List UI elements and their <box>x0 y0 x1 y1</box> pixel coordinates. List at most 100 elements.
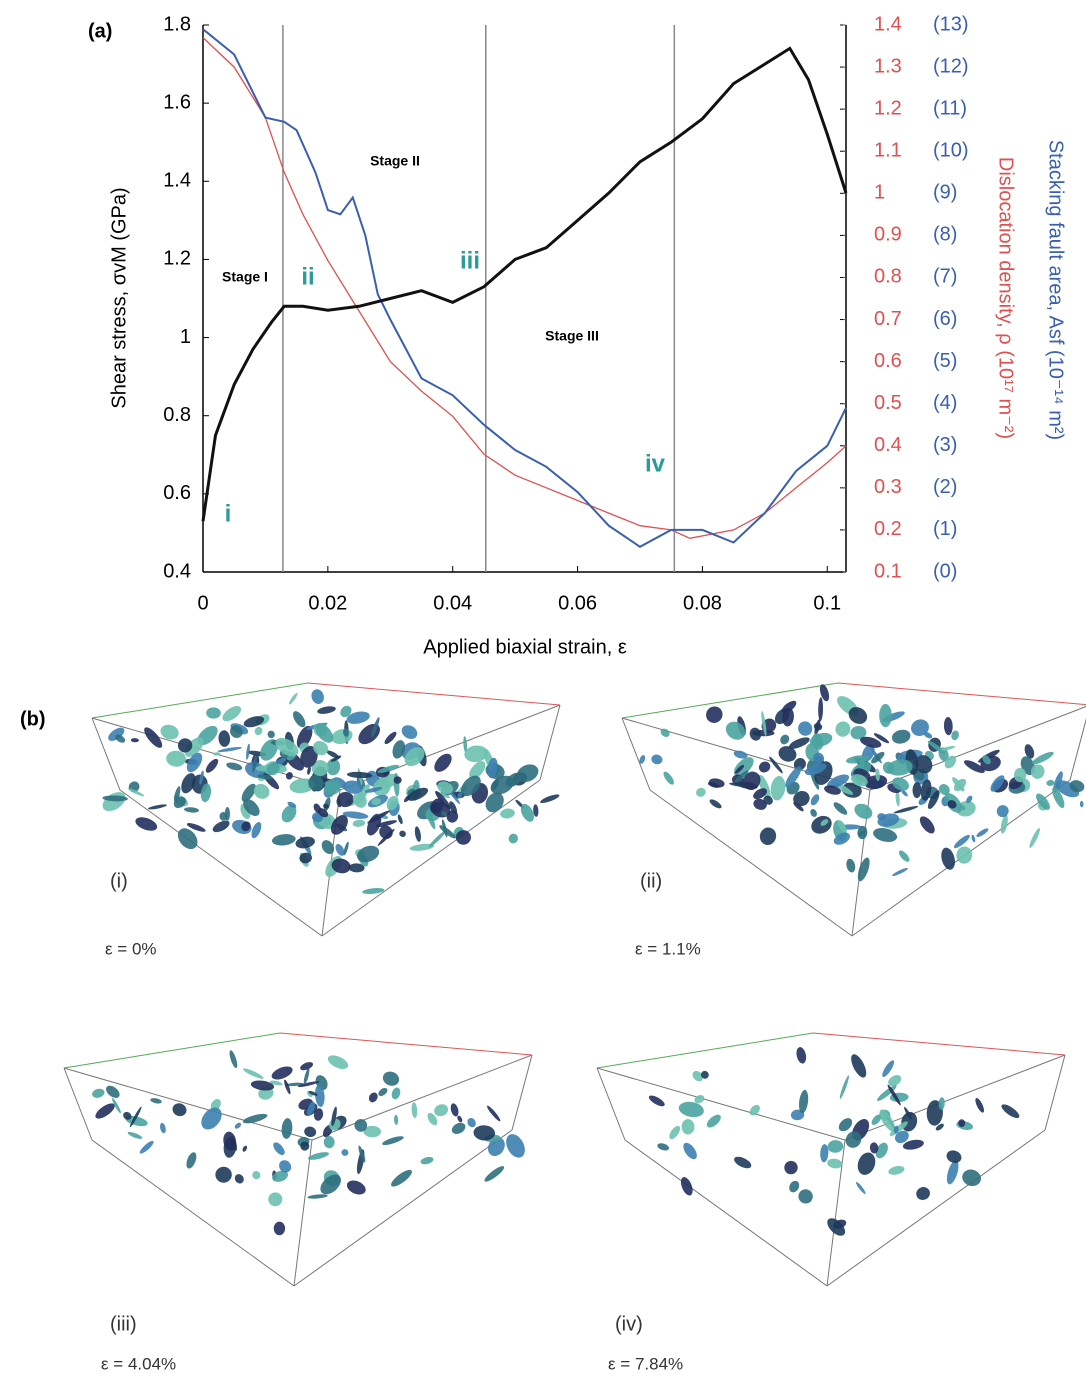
defect-cluster <box>160 1122 166 1134</box>
atomistic-box: (i) ε = 0% <box>91 682 561 958</box>
defect-cluster <box>401 725 418 739</box>
defect-cluster <box>384 731 397 745</box>
defect-cluster <box>692 1070 703 1082</box>
box-edge <box>311 1054 533 1141</box>
y2-tick-label: 0.9 <box>874 224 902 246</box>
defect-cluster <box>336 798 342 808</box>
defect-cluster <box>916 1187 930 1200</box>
defect-cluster <box>448 789 461 805</box>
defect-cluster <box>427 1112 438 1126</box>
defect-cluster <box>437 781 454 794</box>
defect-cluster <box>846 755 869 764</box>
defect-cluster <box>252 754 257 774</box>
defect-cluster <box>399 830 406 838</box>
defect-cluster <box>940 746 956 751</box>
defect-cluster <box>729 782 749 787</box>
defect-cluster <box>749 727 762 741</box>
defect-cluster <box>368 1092 378 1103</box>
defect-cluster <box>753 798 767 810</box>
y2-tick-label: 0.6 <box>874 350 902 372</box>
defect-cluster <box>956 846 973 864</box>
y3-tick-label: (10) <box>933 140 969 162</box>
y2-tick-label: 0.7 <box>874 308 902 330</box>
defect-cluster <box>343 841 349 856</box>
defect-cluster <box>362 887 385 895</box>
defect-cluster <box>851 774 868 787</box>
box-edge <box>869 706 1086 791</box>
defect-cluster <box>435 790 451 810</box>
defect-cluster <box>804 762 827 776</box>
defect-cluster <box>487 1105 501 1122</box>
y2-tick-label: 0.5 <box>874 392 902 414</box>
defect-cluster <box>976 828 989 837</box>
annotation: i <box>225 500 232 527</box>
box-edge <box>812 1032 1066 1056</box>
defect-cluster <box>300 1062 314 1071</box>
y2-tick-label: 1 <box>874 182 885 204</box>
defect-cluster <box>147 804 167 810</box>
defect-cluster <box>858 830 866 837</box>
defect-cluster <box>520 803 534 822</box>
defect-cluster <box>250 1080 275 1091</box>
defect-cluster <box>854 803 873 819</box>
defect-cluster <box>201 1107 222 1130</box>
defect-cluster <box>871 1114 882 1125</box>
defect-cluster <box>254 726 263 736</box>
defect-cluster <box>450 1103 459 1117</box>
defect-cluster <box>467 1117 476 1128</box>
defect-cluster <box>927 790 940 810</box>
defect-cluster <box>186 1152 197 1169</box>
defect-cluster <box>273 1221 286 1236</box>
defect-cluster <box>243 799 260 816</box>
defect-cluster <box>893 1125 899 1134</box>
defect-cluster <box>959 804 966 811</box>
y3-tick-label: (9) <box>933 182 957 204</box>
defect-cluster <box>895 790 900 807</box>
defect-cluster <box>346 771 373 779</box>
defect-cluster <box>106 1085 120 1098</box>
defect-cluster <box>304 1126 317 1138</box>
defect-cluster <box>864 774 888 790</box>
defect-cluster <box>391 1087 401 1100</box>
strain-label: ε = 1.1% <box>635 939 701 958</box>
defect-cluster <box>166 750 186 767</box>
defect-cluster <box>434 1104 449 1117</box>
defect-cluster <box>857 857 870 882</box>
defect-cluster <box>346 1180 366 1195</box>
defect-cluster <box>275 737 299 757</box>
defect-cluster <box>441 811 448 817</box>
box-edge <box>624 1139 828 1287</box>
defect-cluster <box>871 751 885 764</box>
atomistic-box: (iii) ε = 4.04% <box>63 1032 533 1373</box>
x-tick-label: 0.06 <box>558 592 597 614</box>
y3-tick-label: (0) <box>933 560 957 582</box>
y2-tick-label: 1.4 <box>874 13 902 35</box>
defect-cluster <box>845 1131 862 1148</box>
defect-cluster <box>694 1095 705 1104</box>
defect-cluster <box>749 1104 760 1116</box>
defect-cluster <box>246 743 250 760</box>
defect-cluster <box>331 728 353 744</box>
y2-tick-label: 0.2 <box>874 518 902 540</box>
defect-cluster <box>1079 800 1084 808</box>
defect-cluster <box>341 1149 349 1156</box>
defect-cluster <box>184 737 204 757</box>
defect-cluster <box>873 828 898 842</box>
defect-cluster <box>129 1106 142 1128</box>
defect-cluster <box>449 801 458 814</box>
annotation: Stage II <box>370 153 420 169</box>
defect-cluster <box>798 721 813 736</box>
defect-cluster <box>1000 814 1008 834</box>
defect-cluster <box>382 1071 400 1086</box>
defect-cluster <box>944 755 957 769</box>
defect-cluster <box>964 760 985 773</box>
defect-cluster <box>92 1088 105 1098</box>
defect-cluster <box>457 792 463 799</box>
defect-cluster <box>657 1143 670 1151</box>
defect-cluster <box>951 730 959 741</box>
defect-cluster <box>315 723 334 743</box>
defect-cluster <box>411 1102 418 1118</box>
box-edge <box>539 704 561 781</box>
defect-cluster <box>407 787 429 801</box>
annotation: iv <box>645 450 666 477</box>
